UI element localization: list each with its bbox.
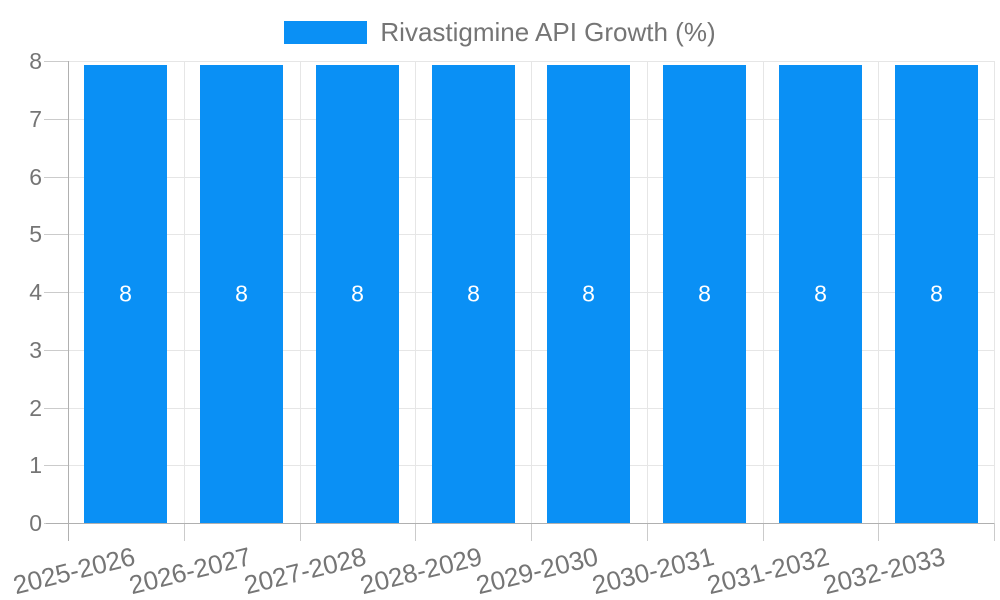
bar[interactable]: 8 (316, 65, 399, 523)
legend[interactable]: Rivastigmine API Growth (%) (0, 17, 1000, 48)
bar-value-label: 8 (930, 280, 943, 307)
legend-swatch-icon (284, 21, 368, 44)
y-axis-tick (44, 234, 68, 235)
x-gridline (763, 61, 764, 523)
y-axis-tick (44, 292, 68, 293)
x-axis-tick (415, 523, 416, 541)
x-axis-tick (994, 523, 995, 541)
x-axis-tick (647, 523, 648, 541)
x-gridline (994, 61, 995, 523)
y-axis-tick (44, 177, 68, 178)
x-gridline (300, 61, 301, 523)
bar[interactable]: 8 (84, 65, 167, 523)
bar[interactable]: 8 (200, 65, 283, 523)
x-axis-tick (531, 523, 532, 541)
y-axis-tick (44, 61, 68, 62)
bar-value-label: 8 (698, 280, 711, 307)
bar-value-label: 8 (467, 280, 480, 307)
x-gridline (415, 61, 416, 523)
y-axis-label: 5 (29, 221, 42, 247)
bar[interactable]: 8 (432, 65, 515, 523)
x-axis-line (46, 523, 994, 524)
y-axis-label: 4 (29, 279, 42, 305)
bar[interactable]: 8 (547, 65, 630, 523)
x-gridline (531, 61, 532, 523)
bar-value-label: 8 (582, 280, 595, 307)
bar-value-label: 8 (814, 280, 827, 307)
bar-value-label: 8 (351, 280, 364, 307)
y-axis-tick (44, 465, 68, 466)
bar-value-label: 8 (235, 280, 248, 307)
y-axis-label: 7 (29, 106, 42, 132)
legend-label: Rivastigmine API Growth (%) (380, 17, 716, 47)
y-axis-label: 2 (29, 395, 42, 421)
y-axis-line (68, 61, 69, 541)
y-axis-label: 0 (29, 510, 42, 536)
x-axis-tick (763, 523, 764, 541)
bar[interactable]: 8 (779, 65, 862, 523)
x-gridline (878, 61, 879, 523)
y-axis-tick (44, 350, 68, 351)
bar[interactable]: 8 (663, 65, 746, 523)
x-gridline (184, 61, 185, 523)
x-gridline (647, 61, 648, 523)
x-axis-tick (878, 523, 879, 541)
y-axis-tick (44, 119, 68, 120)
y-axis-label: 8 (29, 48, 42, 74)
x-axis-tick (184, 523, 185, 541)
y-axis-label: 6 (29, 164, 42, 190)
bar[interactable]: 8 (895, 65, 978, 523)
y-axis-tick (44, 408, 68, 409)
y-axis-label: 3 (29, 337, 42, 363)
bar-value-label: 8 (119, 280, 132, 307)
y-axis-label: 1 (29, 452, 42, 478)
x-axis-tick (300, 523, 301, 541)
